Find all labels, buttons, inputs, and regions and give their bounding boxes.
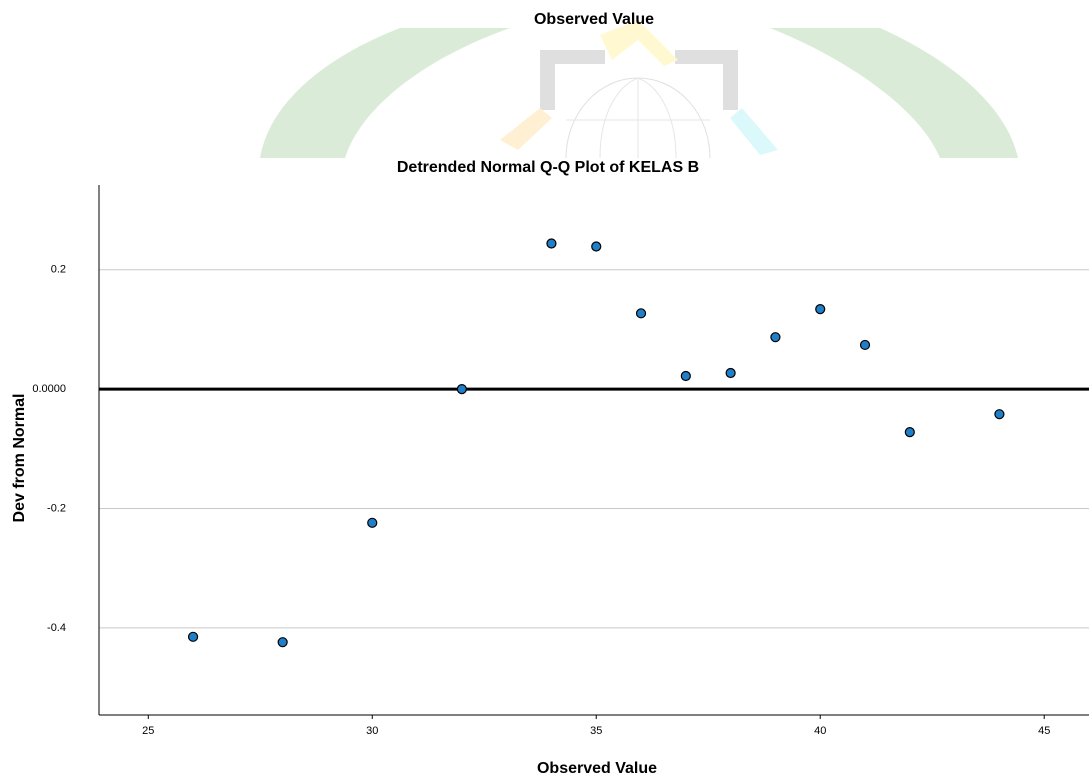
- point: [726, 369, 735, 378]
- point: [816, 305, 825, 314]
- point: [457, 385, 466, 394]
- watermark-arc: [770, 28, 1018, 158]
- watermark-chevron: [500, 108, 552, 150]
- point: [771, 333, 780, 342]
- point: [681, 371, 690, 380]
- x-tick-label: 25: [142, 725, 154, 737]
- point: [278, 638, 287, 647]
- point: [861, 340, 870, 349]
- x-axis-label: Observed Value: [537, 760, 657, 777]
- watermark-bracket: [675, 50, 738, 110]
- x-tick-label: 35: [590, 725, 602, 737]
- point: [592, 242, 601, 251]
- fragment-label: Observed Value: [534, 11, 654, 28]
- watermark-arc: [260, 28, 510, 158]
- x-tick-label: 45: [1038, 725, 1050, 737]
- y-tick-label: -0.2: [47, 502, 66, 514]
- point: [189, 632, 198, 641]
- point: [995, 410, 1004, 419]
- x-tick-label: 30: [366, 725, 378, 737]
- watermark-bracket: [540, 50, 605, 110]
- chart: Observed Value Detrended Normal Q-Q Plot…: [0, 0, 1089, 783]
- watermark-globe: [566, 78, 710, 158]
- y-tick-label: 0.2: [51, 264, 66, 276]
- y-axis-label: Dev from Normal: [11, 394, 28, 523]
- x-tick-label: 40: [814, 725, 826, 737]
- y-tick-label: 0.0000: [32, 383, 66, 395]
- y-tick-label: -0.4: [47, 622, 66, 634]
- watermark-chevron: [730, 108, 778, 155]
- point: [905, 428, 914, 437]
- point: [368, 518, 377, 527]
- point: [547, 239, 556, 248]
- chart-title: Detrended Normal Q-Q Plot of KELAS B: [397, 159, 699, 176]
- point: [637, 309, 646, 318]
- watermark: [260, 20, 1018, 158]
